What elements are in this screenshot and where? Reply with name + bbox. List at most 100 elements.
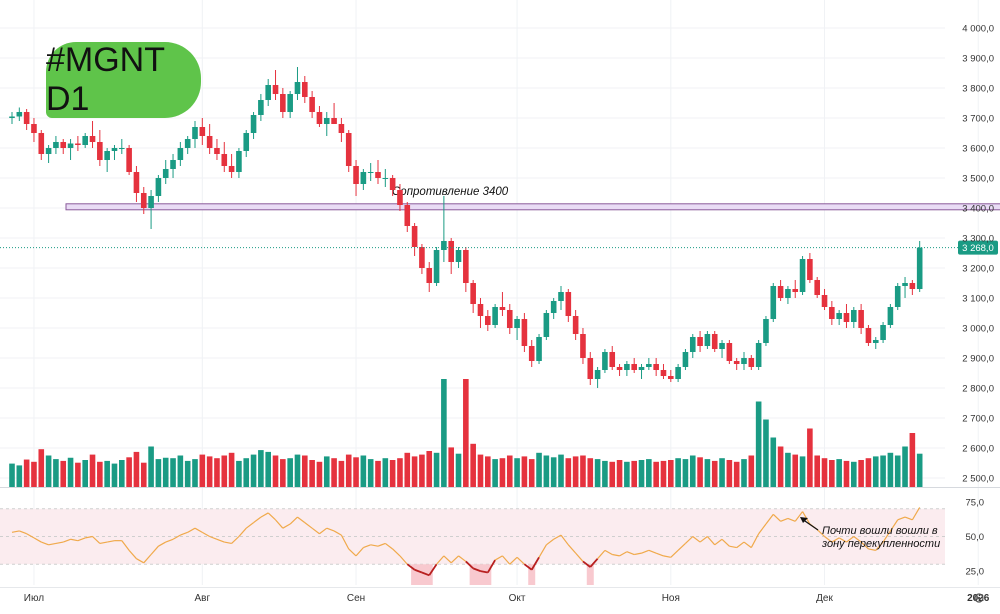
candle-body[interactable]	[16, 112, 23, 117]
candle-body[interactable]	[887, 307, 894, 325]
candle-body[interactable]	[419, 247, 425, 268]
candle-body[interactable]	[711, 334, 718, 349]
candle-body[interactable]	[616, 367, 623, 370]
candle-body[interactable]	[294, 82, 301, 94]
settings-gear-icon[interactable]	[974, 593, 984, 603]
candle-body[interactable]	[375, 172, 381, 178]
candle-body[interactable]	[60, 142, 67, 148]
candle-body[interactable]	[104, 151, 110, 160]
candle-body[interactable]	[894, 286, 901, 307]
candle-body[interactable]	[309, 97, 315, 112]
candle-body[interactable]	[199, 127, 206, 136]
candle-body[interactable]	[587, 358, 594, 379]
candle-body[interactable]	[602, 352, 608, 370]
candle-body[interactable]	[67, 143, 74, 149]
candle-body[interactable]	[455, 250, 462, 262]
candle-body[interactable]	[668, 376, 674, 379]
candle-body[interactable]	[31, 124, 37, 133]
candle-body[interactable]	[155, 178, 162, 196]
candle-body[interactable]	[9, 116, 15, 119]
candle-body[interactable]	[704, 334, 711, 346]
candle-body[interactable]	[89, 136, 96, 142]
candle-body[interactable]	[733, 361, 740, 364]
candle-body[interactable]	[323, 118, 330, 124]
candle-body[interactable]	[550, 301, 557, 313]
candle-body[interactable]	[411, 226, 418, 247]
candle-body[interactable]	[485, 316, 491, 325]
candle-body[interactable]	[514, 319, 520, 328]
candle-body[interactable]	[82, 136, 88, 145]
candle-body[interactable]	[851, 310, 857, 322]
candle-body[interactable]	[426, 268, 433, 283]
candle-body[interactable]	[580, 334, 586, 358]
candle-body[interactable]	[821, 295, 828, 307]
candle-body[interactable]	[353, 166, 359, 184]
candle-body[interactable]	[389, 178, 396, 190]
candle-body[interactable]	[360, 172, 367, 184]
candle-body[interactable]	[697, 337, 703, 346]
candle-body[interactable]	[126, 148, 132, 172]
candle-body[interactable]	[463, 250, 469, 283]
candle-body[interactable]	[280, 94, 286, 112]
candle-body[interactable]	[338, 124, 345, 133]
candle-body[interactable]	[302, 82, 308, 97]
candle-body[interactable]	[770, 286, 777, 319]
candle-body[interactable]	[177, 148, 184, 160]
candle-body[interactable]	[880, 325, 886, 340]
candle-body[interactable]	[638, 367, 645, 370]
candle-body[interactable]	[653, 364, 659, 370]
candle-body[interactable]	[433, 250, 440, 283]
candle-body[interactable]	[726, 343, 733, 361]
candle-body[interactable]	[75, 143, 81, 146]
candle-body[interactable]	[265, 85, 271, 100]
candle-body[interactable]	[119, 148, 125, 149]
candle-body[interactable]	[594, 370, 601, 379]
candle-body[interactable]	[748, 358, 755, 367]
candle-body[interactable]	[23, 112, 30, 124]
candle-body[interactable]	[836, 313, 842, 319]
candle-body[interactable]	[536, 337, 542, 361]
candle-body[interactable]	[140, 193, 147, 208]
candle-body[interactable]	[258, 100, 264, 115]
candle-body[interactable]	[565, 292, 572, 316]
candle-body[interactable]	[331, 118, 337, 124]
candle-body[interactable]	[228, 166, 235, 172]
candle-body[interactable]	[631, 364, 637, 370]
candle-body[interactable]	[807, 259, 813, 280]
candle-body[interactable]	[470, 283, 476, 304]
candle-body[interactable]	[777, 286, 784, 298]
candle-body[interactable]	[543, 313, 550, 337]
candle-body[interactable]	[148, 196, 154, 208]
candle-body[interactable]	[345, 133, 352, 166]
candle-body[interactable]	[250, 115, 257, 133]
candle-body[interactable]	[521, 319, 528, 346]
candle-body[interactable]	[53, 142, 59, 148]
candle-body[interactable]	[528, 346, 535, 361]
candle-body[interactable]	[170, 160, 176, 169]
candle-body[interactable]	[287, 94, 293, 112]
candle-body[interactable]	[872, 340, 879, 343]
candle-body[interactable]	[609, 352, 616, 367]
candle-body[interactable]	[477, 304, 484, 316]
candle-body[interactable]	[316, 112, 323, 124]
candle-body[interactable]	[865, 328, 872, 343]
candle-body[interactable]	[243, 133, 250, 151]
candle-body[interactable]	[741, 358, 747, 364]
candle-body[interactable]	[397, 190, 403, 205]
candle-body[interactable]	[682, 352, 689, 367]
candle-body[interactable]	[184, 139, 191, 148]
candle-body[interactable]	[382, 178, 389, 179]
candle-body[interactable]	[367, 172, 374, 173]
candle-body[interactable]	[660, 370, 667, 376]
candle-body[interactable]	[111, 148, 118, 151]
candle-body[interactable]	[719, 343, 725, 349]
candle-body[interactable]	[916, 247, 923, 289]
candle-body[interactable]	[814, 280, 820, 295]
candle-body[interactable]	[448, 241, 454, 262]
candle-body[interactable]	[38, 133, 45, 154]
candle-body[interactable]	[492, 307, 498, 325]
candle-body[interactable]	[799, 259, 806, 292]
candle-body[interactable]	[755, 343, 762, 367]
candle-body[interactable]	[829, 307, 835, 319]
candle-body[interactable]	[902, 283, 908, 286]
